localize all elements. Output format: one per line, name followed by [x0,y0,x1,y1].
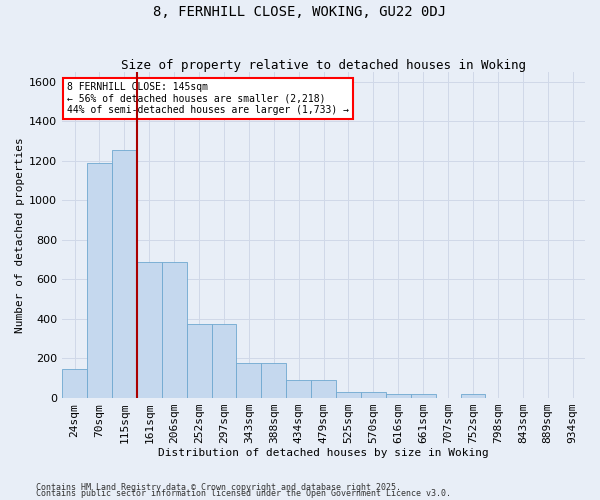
Bar [137,262,162,398]
Bar [236,364,262,398]
Bar [162,262,187,398]
X-axis label: Distribution of detached houses by size in Woking: Distribution of detached houses by size … [158,448,489,458]
Bar [112,150,137,398]
Bar [262,364,286,398]
Bar [336,392,361,398]
Bar [87,163,112,398]
Bar [187,324,212,398]
Bar [286,380,311,398]
Text: 8, FERNHILL CLOSE, WOKING, GU22 0DJ: 8, FERNHILL CLOSE, WOKING, GU22 0DJ [154,5,446,19]
Text: Contains HM Land Registry data © Crown copyright and database right 2025.: Contains HM Land Registry data © Crown c… [36,483,401,492]
Bar [311,380,336,398]
Bar [461,394,485,398]
Title: Size of property relative to detached houses in Woking: Size of property relative to detached ho… [121,59,526,72]
Text: 8 FERNHILL CLOSE: 145sqm
← 56% of detached houses are smaller (2,218)
44% of sem: 8 FERNHILL CLOSE: 145sqm ← 56% of detach… [67,82,349,115]
Bar [361,392,386,398]
Bar [386,394,411,398]
Y-axis label: Number of detached properties: Number of detached properties [15,137,25,333]
Bar [411,394,436,398]
Bar [62,368,87,398]
Bar [212,324,236,398]
Text: Contains public sector information licensed under the Open Government Licence v3: Contains public sector information licen… [36,489,451,498]
